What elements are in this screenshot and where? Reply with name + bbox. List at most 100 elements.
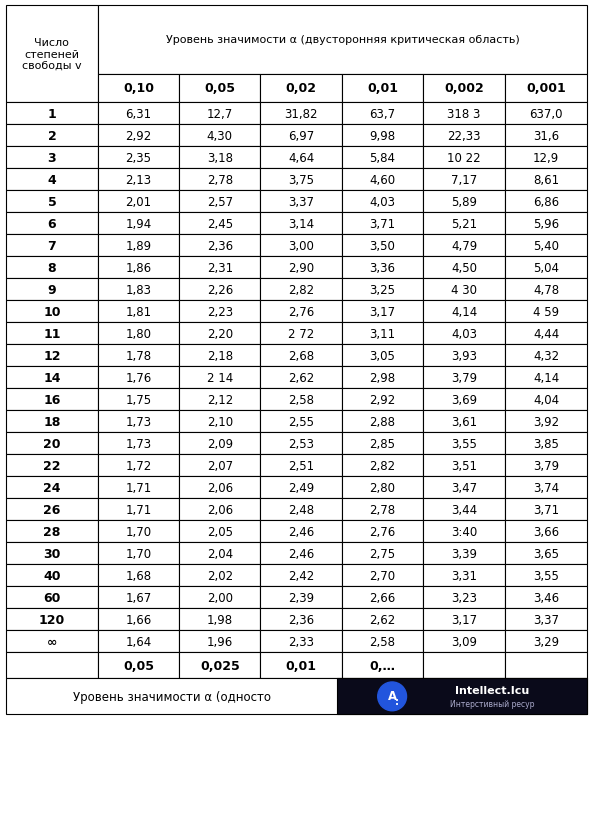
- Bar: [6, 543, 98, 564]
- Text: 3,18: 3,18: [207, 151, 233, 165]
- Text: 2 14: 2 14: [207, 371, 233, 385]
- Bar: [423, 301, 505, 323]
- Text: 12: 12: [43, 349, 60, 362]
- Text: 3,37: 3,37: [533, 613, 559, 626]
- Bar: [423, 543, 505, 564]
- Bar: [505, 653, 587, 679]
- Text: 40: 40: [43, 569, 60, 582]
- Bar: [342, 543, 423, 564]
- Text: Интерстивный ресур: Интерстивный ресур: [450, 699, 534, 708]
- Bar: [423, 235, 505, 257]
- Bar: [342, 103, 423, 125]
- Text: 3,92: 3,92: [533, 415, 559, 428]
- Text: 2,92: 2,92: [125, 130, 152, 142]
- Text: 3,00: 3,00: [288, 239, 314, 252]
- Bar: [260, 301, 342, 323]
- Text: 4,03: 4,03: [369, 196, 396, 208]
- Bar: [423, 323, 505, 344]
- Text: 3,66: 3,66: [533, 525, 559, 538]
- Bar: [505, 499, 587, 521]
- Bar: [179, 389, 260, 410]
- Text: 0,002: 0,002: [444, 82, 484, 95]
- Text: 2,18: 2,18: [207, 349, 233, 362]
- Text: 3,44: 3,44: [451, 503, 477, 516]
- Text: 2,01: 2,01: [125, 196, 152, 208]
- Text: 2,76: 2,76: [288, 305, 314, 319]
- Text: 31,6: 31,6: [533, 130, 559, 142]
- Bar: [179, 191, 260, 213]
- Text: 5,84: 5,84: [369, 151, 396, 165]
- Bar: [6, 477, 98, 499]
- Bar: [6, 455, 98, 477]
- Bar: [260, 630, 342, 653]
- Bar: [6, 235, 98, 257]
- Bar: [423, 367, 505, 389]
- Text: 2,49: 2,49: [288, 482, 314, 494]
- Bar: [342, 630, 423, 653]
- Text: 2,00: 2,00: [207, 591, 233, 604]
- Text: 3,25: 3,25: [369, 283, 396, 296]
- Bar: [260, 499, 342, 521]
- Text: 2,70: 2,70: [369, 569, 396, 582]
- Text: 1,86: 1,86: [125, 262, 152, 274]
- Text: 3,71: 3,71: [369, 217, 396, 231]
- Bar: [179, 169, 260, 191]
- Text: 3,79: 3,79: [533, 459, 559, 472]
- Text: 0,01: 0,01: [286, 659, 317, 672]
- Text: 2,85: 2,85: [369, 437, 396, 451]
- Text: 1,70: 1,70: [125, 525, 152, 538]
- Bar: [6, 564, 98, 587]
- Bar: [179, 543, 260, 564]
- Text: 2,06: 2,06: [207, 482, 233, 494]
- Bar: [423, 477, 505, 499]
- Bar: [505, 477, 587, 499]
- Text: 12,9: 12,9: [533, 151, 559, 165]
- Text: 22: 22: [43, 459, 60, 472]
- Text: 3,65: 3,65: [533, 548, 559, 560]
- Bar: [342, 521, 423, 543]
- Text: 3,17: 3,17: [451, 613, 477, 626]
- Text: 3,46: 3,46: [533, 591, 559, 604]
- Bar: [342, 609, 423, 630]
- Text: 5,21: 5,21: [451, 217, 477, 231]
- Bar: [423, 169, 505, 191]
- Text: 0,05: 0,05: [205, 82, 235, 95]
- Bar: [505, 103, 587, 125]
- Bar: [342, 257, 423, 279]
- Bar: [98, 6, 587, 74]
- Bar: [260, 257, 342, 279]
- Bar: [260, 609, 342, 630]
- Text: 9: 9: [47, 283, 56, 296]
- Bar: [423, 213, 505, 235]
- Bar: [505, 630, 587, 653]
- Text: 5,04: 5,04: [533, 262, 559, 274]
- Bar: [423, 103, 505, 125]
- Bar: [6, 653, 98, 679]
- Bar: [6, 679, 587, 715]
- Bar: [98, 147, 179, 169]
- Text: 4,60: 4,60: [369, 173, 396, 186]
- Text: 1,78: 1,78: [125, 349, 152, 362]
- Bar: [98, 410, 179, 433]
- Bar: [179, 74, 260, 103]
- Bar: [98, 499, 179, 521]
- Bar: [6, 147, 98, 169]
- Bar: [423, 455, 505, 477]
- Text: 2,68: 2,68: [288, 349, 314, 362]
- Bar: [98, 521, 179, 543]
- Text: 2,58: 2,58: [288, 393, 314, 406]
- Text: 8,61: 8,61: [533, 173, 559, 186]
- Text: 1,68: 1,68: [125, 569, 152, 582]
- Text: 2,55: 2,55: [288, 415, 314, 428]
- Text: 3,79: 3,79: [451, 371, 477, 385]
- Bar: [505, 564, 587, 587]
- Text: 5,40: 5,40: [533, 239, 559, 252]
- Text: 3,05: 3,05: [369, 349, 396, 362]
- Bar: [179, 279, 260, 301]
- Text: A: A: [388, 690, 397, 702]
- Bar: [423, 499, 505, 521]
- Text: 2,36: 2,36: [207, 239, 233, 252]
- Text: 1,73: 1,73: [125, 415, 152, 428]
- Bar: [179, 433, 260, 455]
- Text: 2 72: 2 72: [288, 328, 314, 340]
